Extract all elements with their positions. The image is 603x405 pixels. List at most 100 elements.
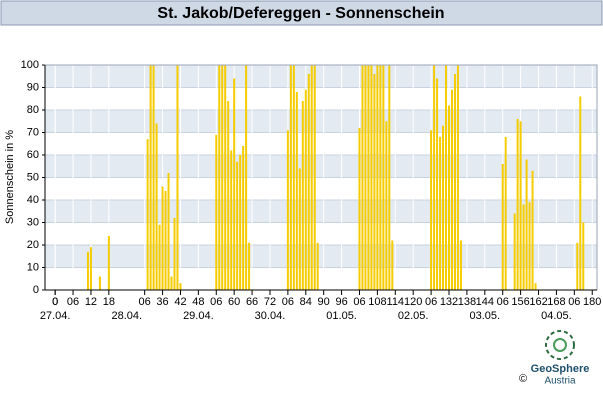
bar bbox=[501, 164, 504, 290]
bar bbox=[316, 242, 319, 290]
x-tick-label: 180 bbox=[583, 296, 601, 308]
x-tick-label: 12 bbox=[85, 296, 97, 308]
x-tick-label: 72 bbox=[264, 296, 276, 308]
bar bbox=[519, 121, 522, 290]
logo-icon bbox=[553, 338, 567, 352]
bar bbox=[364, 65, 367, 290]
x-tick-label: 36 bbox=[156, 296, 168, 308]
x-tick-label: 90 bbox=[318, 296, 330, 308]
bar bbox=[158, 224, 161, 290]
y-tick-label: 90 bbox=[27, 81, 39, 93]
grid-band bbox=[45, 200, 597, 223]
bar bbox=[307, 74, 310, 290]
bar bbox=[385, 121, 388, 290]
bar bbox=[152, 65, 155, 290]
y-tick-label: 50 bbox=[27, 171, 39, 183]
bar bbox=[239, 155, 242, 290]
bar bbox=[286, 130, 289, 290]
grid-band bbox=[45, 245, 597, 268]
bar bbox=[367, 65, 370, 290]
bar bbox=[376, 65, 379, 290]
bar bbox=[292, 65, 295, 290]
y-tick-label: 100 bbox=[21, 59, 39, 71]
grid-band bbox=[45, 155, 597, 178]
x-tick-label: 162 bbox=[529, 296, 547, 308]
y-tick-label: 70 bbox=[27, 126, 39, 138]
bar bbox=[433, 65, 436, 290]
bar bbox=[310, 65, 313, 290]
date-label: 04.05. bbox=[541, 310, 572, 322]
bar bbox=[298, 168, 301, 290]
x-tick-label: 96 bbox=[335, 296, 347, 308]
x-tick-label: 48 bbox=[192, 296, 204, 308]
y-tick-label: 80 bbox=[27, 104, 39, 116]
bar bbox=[531, 170, 534, 290]
bar bbox=[516, 119, 519, 290]
bar bbox=[304, 89, 307, 290]
bar bbox=[579, 96, 582, 290]
bar bbox=[439, 137, 442, 290]
y-tick-label: 20 bbox=[27, 239, 39, 251]
x-tick-label: 06 bbox=[425, 296, 437, 308]
bar bbox=[358, 128, 361, 290]
copyright: © bbox=[519, 373, 527, 385]
bar bbox=[379, 65, 382, 290]
bar bbox=[370, 65, 373, 290]
x-tick-label: 138 bbox=[458, 296, 476, 308]
date-label: 02.05. bbox=[398, 310, 429, 322]
bar bbox=[89, 247, 92, 290]
bar bbox=[576, 242, 579, 290]
date-label: 28.04. bbox=[111, 310, 142, 322]
bar bbox=[582, 222, 585, 290]
date-label: 01.05. bbox=[326, 310, 357, 322]
x-tick-label: 168 bbox=[547, 296, 565, 308]
bar bbox=[448, 105, 451, 290]
bar bbox=[230, 150, 233, 290]
bar bbox=[245, 65, 248, 290]
bar bbox=[227, 101, 230, 290]
date-label: 30.04. bbox=[255, 310, 286, 322]
bar bbox=[361, 65, 364, 290]
y-tick-label: 30 bbox=[27, 216, 39, 228]
x-tick-label: 108 bbox=[368, 296, 386, 308]
logo-icon bbox=[545, 330, 575, 360]
bar bbox=[388, 65, 391, 290]
bar bbox=[391, 240, 394, 290]
x-tick-label: 06 bbox=[568, 296, 580, 308]
bar bbox=[86, 251, 89, 290]
bar bbox=[504, 137, 507, 290]
bar bbox=[248, 242, 251, 290]
logo-sub: Austria bbox=[544, 376, 576, 387]
bar bbox=[164, 191, 167, 290]
x-tick-label: 06 bbox=[139, 296, 151, 308]
bar bbox=[236, 161, 239, 290]
bar bbox=[218, 65, 221, 290]
bar bbox=[525, 159, 528, 290]
chart-title: St. Jakob/Defereggen - Sonnenschein bbox=[157, 5, 444, 22]
bar bbox=[442, 125, 445, 290]
bar bbox=[161, 186, 164, 290]
y-axis-label: Sonnenschein in % bbox=[4, 130, 16, 224]
x-tick-label: 06 bbox=[210, 296, 222, 308]
x-tick-label: 144 bbox=[476, 296, 494, 308]
grid-band bbox=[45, 110, 597, 133]
bar bbox=[450, 89, 453, 290]
bar bbox=[221, 65, 224, 290]
date-label: 29.04. bbox=[183, 310, 214, 322]
bar bbox=[522, 204, 525, 290]
bar bbox=[459, 240, 462, 290]
x-tick-label: 06 bbox=[282, 296, 294, 308]
date-label: 03.05. bbox=[470, 310, 501, 322]
bar bbox=[382, 65, 385, 290]
x-tick-label: 06 bbox=[497, 296, 509, 308]
x-tick-label: 114 bbox=[387, 296, 405, 308]
bar bbox=[242, 146, 245, 290]
date-label: 27.04. bbox=[40, 310, 71, 322]
bar bbox=[107, 236, 110, 290]
x-tick-label: 120 bbox=[404, 296, 422, 308]
title-bar bbox=[0, 0, 603, 26]
bar bbox=[173, 218, 176, 290]
bar bbox=[301, 101, 304, 290]
y-tick-label: 40 bbox=[27, 194, 39, 206]
